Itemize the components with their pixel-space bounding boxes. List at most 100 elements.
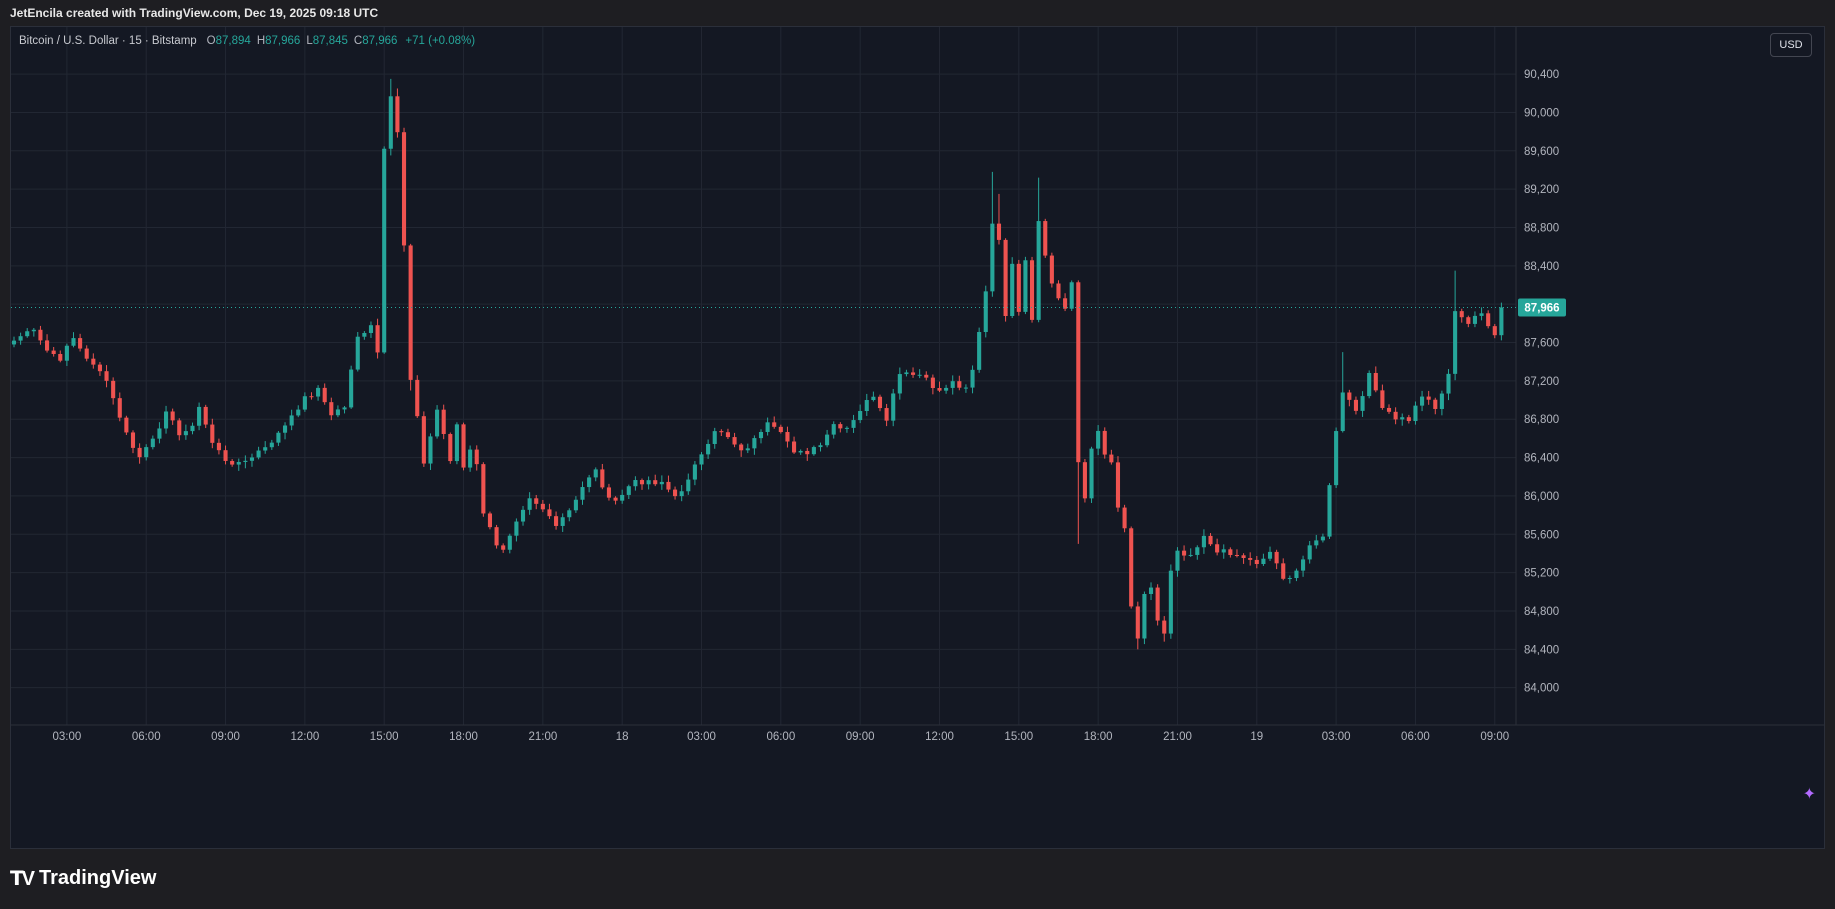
high-label: H: [256, 35, 266, 47]
candle-body: [534, 498, 539, 504]
candle-body: [1188, 554, 1193, 556]
candle-body: [1076, 282, 1081, 463]
candle-body: [871, 396, 876, 401]
candle-body: [249, 457, 255, 461]
candle-body: [937, 388, 942, 391]
candle-body: [1274, 551, 1279, 564]
sparkle-icon[interactable]: ✦: [1802, 786, 1816, 803]
y-tick-label: 89,200: [1524, 184, 1559, 196]
candle-body: [1433, 399, 1438, 409]
candle-body: [1043, 221, 1048, 256]
candle-body: [494, 527, 499, 546]
candle-body: [725, 432, 730, 438]
current-price-label: 87,966: [1524, 302, 1559, 314]
x-tick-label: 12:00: [925, 731, 954, 743]
candle-body: [210, 424, 215, 443]
candle-body: [18, 336, 23, 341]
candle-body: [798, 450, 803, 453]
candle-body: [71, 338, 76, 346]
candle-body: [752, 438, 757, 449]
candle-body: [520, 509, 526, 522]
candle-body: [263, 447, 268, 451]
candle-body: [1102, 430, 1107, 455]
x-tick-label: 03:00: [1322, 731, 1351, 743]
candle-body: [983, 291, 988, 333]
candle-body: [1439, 393, 1444, 409]
candle-body: [1314, 540, 1319, 546]
candle-body: [216, 442, 221, 451]
candle-body: [1148, 587, 1154, 594]
candle-body: [1082, 462, 1087, 499]
candle-body: [1301, 559, 1306, 571]
candle-body: [296, 409, 301, 416]
currency-button[interactable]: USD: [1770, 33, 1812, 57]
candle-body: [1420, 396, 1425, 406]
candle-body: [778, 426, 783, 433]
candle-body: [600, 469, 605, 488]
candle-body: [1182, 550, 1187, 556]
candle-body: [1195, 547, 1200, 555]
candle-body: [51, 350, 56, 354]
x-tick-label: 03:00: [687, 731, 716, 743]
candle-body: [1109, 454, 1114, 463]
candle-body: [91, 358, 96, 365]
candle-body: [236, 461, 241, 465]
candle-body: [1029, 260, 1035, 320]
candle-body: [831, 424, 836, 435]
candle-body: [395, 96, 400, 133]
x-tick-label: 21:00: [528, 731, 557, 743]
candle-body: [25, 331, 30, 337]
x-tick-label: 18:00: [449, 731, 478, 743]
candle-body: [269, 442, 274, 448]
candle-body: [699, 454, 704, 465]
x-tick-label: 09:00: [846, 731, 875, 743]
symbol-title[interactable]: Bitcoin / U.S. Dollar · 15 · Bitstamp: [19, 35, 197, 47]
low-value: 87,845: [312, 35, 348, 47]
open-label: O: [206, 35, 216, 47]
candle-body: [501, 545, 506, 550]
candle-body: [851, 420, 856, 428]
chart-panel[interactable]: 84,000 84,400 84,800 85,200 85,600 86,000 86,4…: [10, 26, 1825, 849]
candle-body: [560, 517, 565, 526]
candle-body: [1175, 550, 1180, 571]
candle-body: [1373, 372, 1378, 391]
candle-body: [772, 422, 777, 427]
candles: [11, 78, 1504, 650]
candle-body: [183, 431, 188, 436]
candle-body: [481, 464, 486, 514]
candle-body: [289, 415, 294, 426]
candle-body: [1334, 431, 1339, 486]
candle-body: [1320, 536, 1325, 541]
candle-body: [838, 424, 843, 429]
candle-body: [130, 432, 136, 448]
candle-body: [170, 411, 175, 421]
x-tick-label: 12:00: [290, 731, 319, 743]
candle-body: [31, 329, 36, 332]
x-tick-label: 21:00: [1163, 731, 1192, 743]
candle-body: [805, 450, 810, 455]
ohlc-legend: Bitcoin / U.S. Dollar · 15 · Bitstamp O …: [19, 35, 475, 47]
candle-body: [686, 479, 691, 492]
candle-body: [507, 535, 512, 550]
candle-body: [256, 450, 261, 458]
candle-body: [1056, 283, 1061, 299]
y-tick-label: 87,600: [1524, 338, 1559, 350]
candle-body: [765, 422, 770, 432]
x-tick-label: 06:00: [1401, 731, 1430, 743]
y-tick-label: 84,400: [1524, 644, 1559, 656]
candle-body: [1168, 570, 1173, 634]
candle-body: [1049, 255, 1054, 284]
candle-body: [1016, 263, 1021, 312]
candle-body: [368, 325, 374, 333]
candle-body: [144, 447, 149, 458]
price-chart[interactable]: 84,000 84,400 84,800 85,200 85,600 86,000 86,4…: [11, 27, 1825, 849]
candle-body: [1234, 554, 1240, 556]
candle-body: [38, 329, 43, 341]
candle-body: [864, 400, 869, 412]
candle-body: [1122, 507, 1127, 529]
brand: ꓔV TradingView: [10, 866, 156, 891]
x-tick-label: 09:00: [211, 731, 240, 743]
candle-body: [157, 428, 162, 439]
candle-body: [930, 377, 935, 389]
high-value: 87,966: [265, 35, 301, 47]
